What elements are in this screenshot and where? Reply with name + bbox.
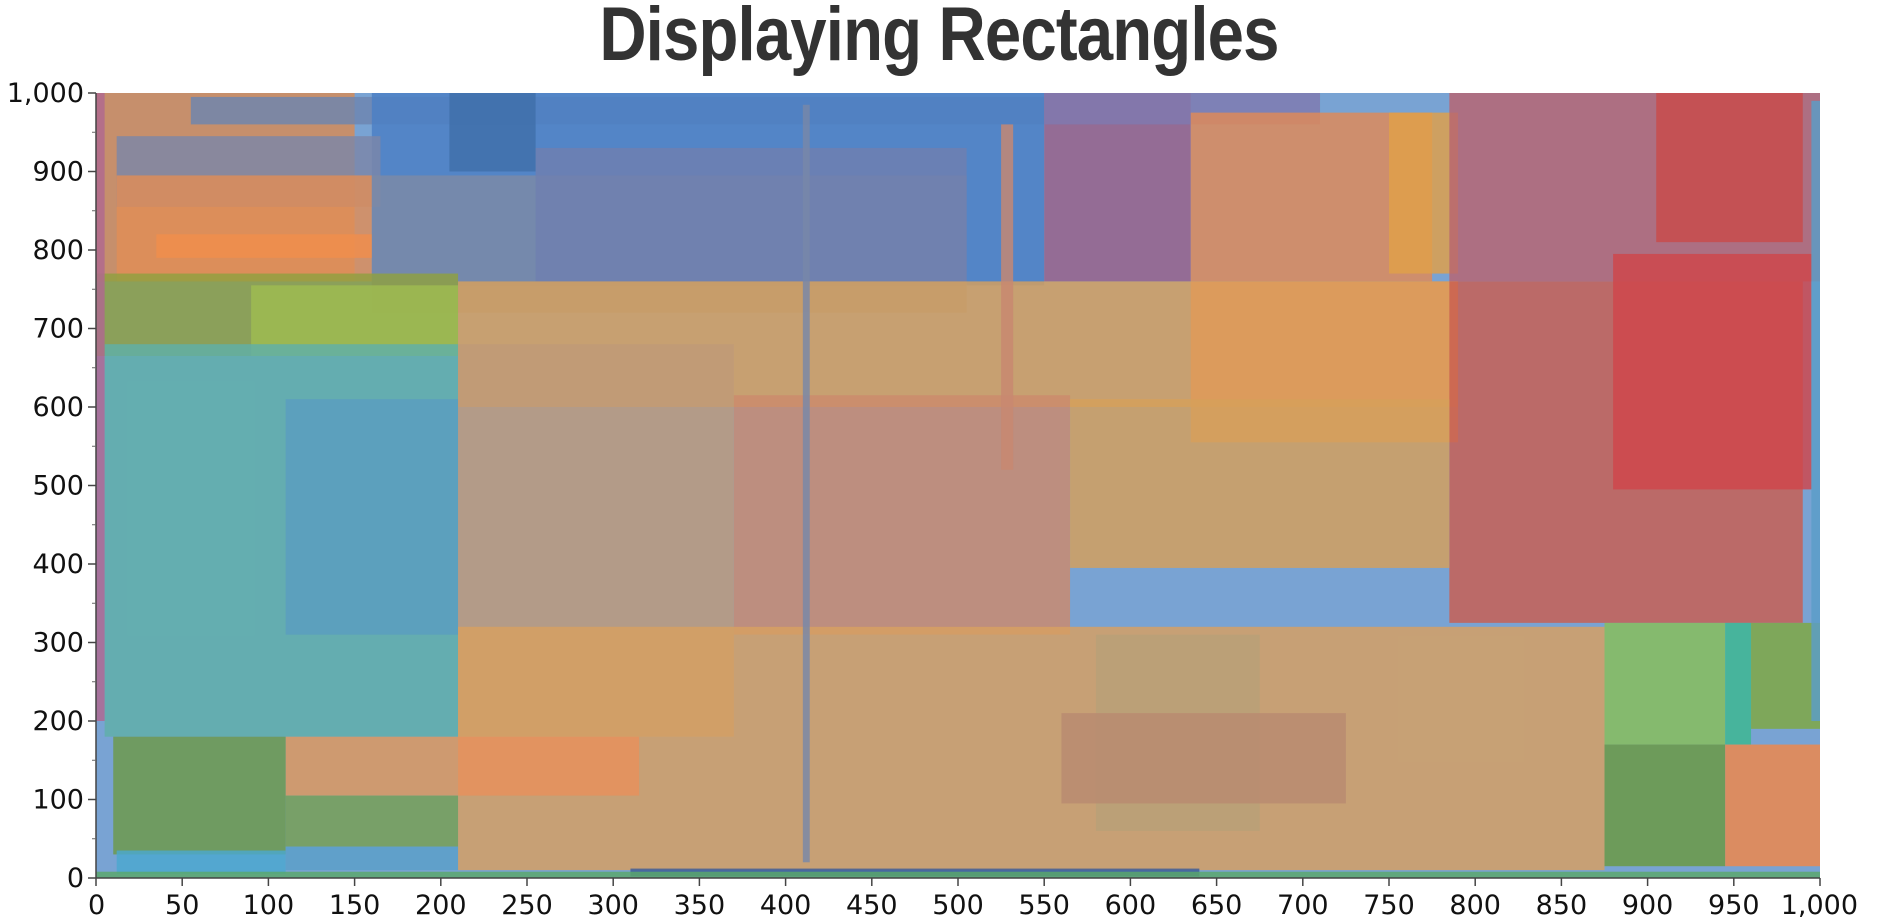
x-tick-label: 650: [1191, 890, 1243, 920]
y-tick-label: 1,000: [7, 78, 84, 109]
data-rectangle: [802, 104, 810, 863]
data-rectangle: [113, 736, 286, 855]
rectangles-layer: [96, 93, 1820, 878]
x-tick-label: 0: [88, 890, 105, 920]
x-tick-label: 600: [1105, 890, 1157, 920]
x-tick-label: 50: [165, 890, 199, 920]
data-rectangle: [285, 399, 459, 635]
data-rectangle: [96, 93, 105, 721]
x-tick-label: 150: [329, 890, 381, 920]
x-tick-label: 350: [674, 890, 726, 920]
y-tick-label: 400: [32, 549, 84, 580]
data-rectangle: [156, 234, 372, 258]
x-tick-label: 700: [1277, 890, 1329, 920]
data-rectangle: [1061, 713, 1346, 804]
data-rectangle: [449, 93, 536, 172]
y-tick-label: 800: [32, 235, 84, 266]
data-rectangle: [1604, 744, 1726, 867]
data-rectangle: [1001, 124, 1014, 470]
data-rectangle: [285, 795, 459, 847]
data-rectangle: [96, 871, 1820, 878]
x-tick-label: 550: [1018, 890, 1070, 920]
data-rectangle: [1811, 100, 1820, 722]
data-rectangle: [1389, 112, 1458, 274]
x-tick-label: 1,000: [1781, 890, 1858, 920]
x-tick-label: 250: [501, 890, 553, 920]
data-rectangle: [285, 846, 459, 871]
data-rectangle: [733, 395, 1071, 635]
x-tick-label: 800: [1449, 890, 1501, 920]
data-rectangle: [458, 626, 1605, 871]
y-tick-label: 700: [32, 314, 84, 345]
y-tick-label: 100: [32, 785, 84, 816]
y-tick-label: 300: [32, 628, 84, 659]
y-tick-label: 0: [67, 863, 84, 894]
x-tick-label: 400: [760, 890, 812, 920]
chart-title: Displaying Rectangles: [599, 0, 1279, 77]
y-tick-label: 600: [32, 392, 84, 423]
data-rectangle: [1656, 93, 1803, 243]
y-tick-label: 200: [32, 706, 84, 737]
data-rectangle: [116, 175, 372, 282]
data-rectangle: [1751, 622, 1820, 729]
x-tick-label: 450: [846, 890, 898, 920]
data-rectangle: [116, 850, 286, 875]
x-tick-label: 750: [1363, 890, 1415, 920]
x-tick-label: 100: [243, 890, 295, 920]
x-tick-label: 900: [1622, 890, 1674, 920]
x-tick-label: 950: [1708, 890, 1760, 920]
y-tick-label: 500: [32, 471, 84, 502]
x-tick-label: 200: [415, 890, 467, 920]
x-tick-label: 850: [1536, 890, 1588, 920]
y-tick-label: 900: [32, 157, 84, 188]
data-rectangle: [458, 736, 640, 796]
data-rectangle: [1070, 399, 1450, 568]
data-rectangle: [285, 736, 459, 796]
data-rectangle: [535, 147, 967, 282]
data-rectangle: [1725, 744, 1820, 867]
data-rectangle: [1725, 622, 1752, 745]
x-tick-label: 500: [932, 890, 984, 920]
x-tick-label: 300: [587, 890, 639, 920]
data-rectangle: [1613, 253, 1812, 490]
axes-layer: 0 100 200 300 400 500 600 700 800 900 1,000 0 50 100 1…: [7, 78, 1858, 920]
data-rectangle: [1604, 622, 1726, 745]
